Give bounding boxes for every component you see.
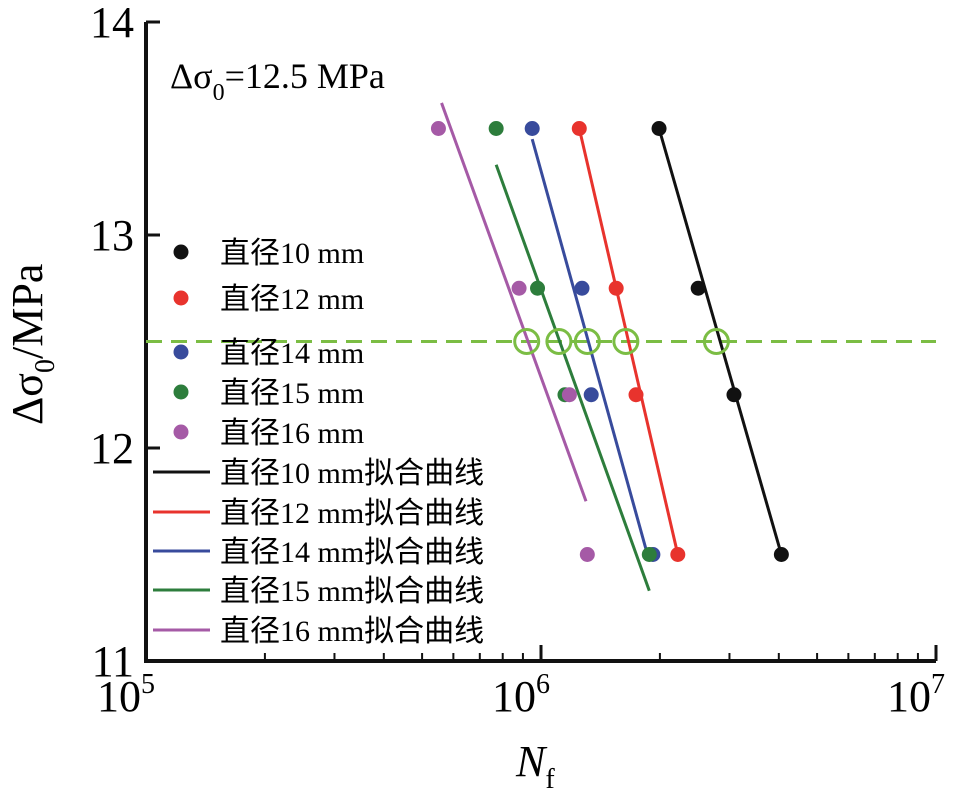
- data-point: [524, 121, 540, 136]
- data-point: [608, 280, 624, 296]
- data-point: [511, 280, 527, 296]
- legend-label: 直径15 mm拟合曲线: [220, 575, 484, 608]
- fit-line: [657, 128, 783, 555]
- legend: 直径10 mm 直径12 mm 直径14 mm 直径15 mm 直径16 mm 直径10 …: [153, 237, 484, 648]
- data-point: [628, 387, 644, 403]
- data-point: [488, 121, 504, 136]
- data-point: [530, 280, 546, 296]
- data-point: [574, 280, 590, 296]
- legend-label: 直径16 mm拟合曲线: [220, 615, 484, 648]
- fit-lines: [440, 102, 783, 592]
- y-tick-label: 12: [90, 424, 134, 473]
- x-tick-label: 107: [887, 669, 945, 721]
- data-point: [579, 547, 595, 562]
- data-point: [583, 387, 599, 403]
- axes: 11 12 13 14 105 106 107: [90, 0, 945, 721]
- data-point: [670, 547, 686, 562]
- fit-line: [494, 164, 651, 592]
- data-point: [651, 121, 667, 136]
- legend-label: 直径10 mm: [220, 237, 364, 270]
- x-tick-label: 106: [492, 669, 550, 721]
- fit-line: [440, 102, 588, 502]
- data-point: [641, 547, 657, 562]
- legend-label: 直径10 mm拟合曲线: [220, 457, 484, 490]
- legend-marker: [173, 290, 189, 306]
- legend-label: 直径14 mm拟合曲线: [220, 536, 484, 569]
- legend-label: 直径16 mm: [220, 417, 364, 450]
- x-axis-title: Nf: [515, 737, 555, 795]
- data-point: [561, 387, 577, 403]
- y-axis-title: Δσ0/MPa: [3, 264, 61, 425]
- data-point: [726, 387, 742, 403]
- x-tick-label: 105: [97, 669, 155, 721]
- intersection-marker: [573, 328, 601, 355]
- legend-marker: [173, 384, 189, 400]
- fit-line: [530, 138, 649, 555]
- y-tick-label: 14: [90, 0, 134, 47]
- data-point: [571, 121, 587, 136]
- intersection-marker: [545, 328, 573, 355]
- legend-marker: [173, 244, 189, 260]
- legend-label: 直径12 mm拟合曲线: [220, 497, 484, 530]
- legend-label: 直径14 mm: [220, 337, 364, 370]
- data-point: [773, 547, 789, 562]
- fit-line: [577, 128, 680, 555]
- data-points: [430, 121, 789, 562]
- intersection-marker: [612, 328, 640, 355]
- intersection-marker: [513, 328, 541, 355]
- data-point: [690, 280, 706, 296]
- data-point: [430, 121, 446, 136]
- legend-label: 直径15 mm: [220, 377, 364, 410]
- y-tick-label: 13: [90, 211, 134, 260]
- intersection-markers: [513, 328, 730, 355]
- annotation: Δσ0=12.5 MPa: [170, 56, 385, 106]
- intersection-marker: [702, 328, 730, 355]
- legend-marker: [173, 424, 189, 440]
- legend-label: 直径12 mm: [220, 283, 364, 316]
- legend-marker: [173, 344, 189, 360]
- y-tick-label: 11: [92, 637, 134, 686]
